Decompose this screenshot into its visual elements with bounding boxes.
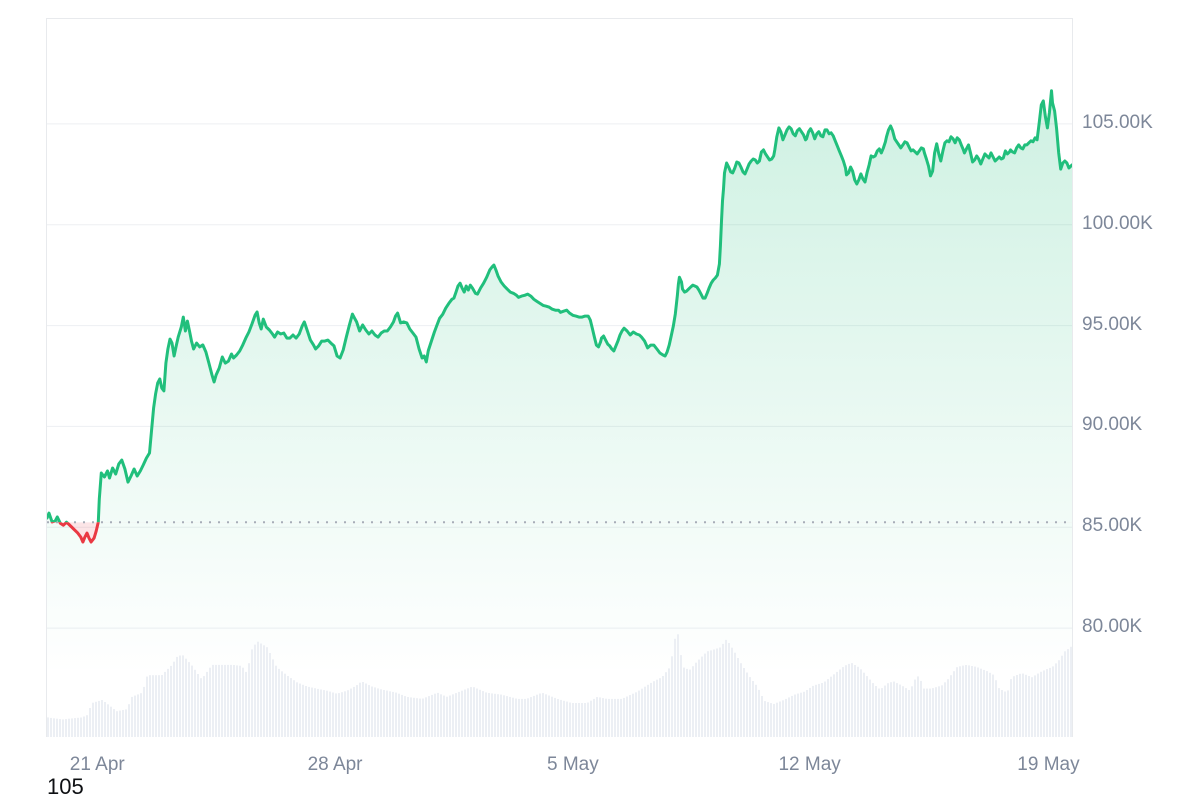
x-tick-label: 21 Apr [69,754,125,775]
area-fill [47,90,1072,737]
x-tick-label: 12 May [778,754,841,775]
x-tick-label: 28 Apr [307,754,363,775]
y-tick-label: 95.00K [1082,313,1143,335]
y-tick-label: 85.00K [1082,515,1143,537]
y-tick-label: 105.00K [1082,111,1153,133]
price-chart-canvas[interactable] [47,19,1072,737]
x-tick-label: 19 May [1017,754,1080,775]
y-tick-label: 100.00K [1082,212,1153,234]
price-line-up [47,89,1072,523]
y-tick-label: 90.00K [1082,414,1143,436]
stray-value-label: 105 [47,774,84,799]
y-tick-label: 80.00K [1082,616,1143,638]
price-chart[interactable] [46,18,1073,737]
x-tick-label: 5 May [546,754,599,775]
volume-bars [47,634,1072,737]
